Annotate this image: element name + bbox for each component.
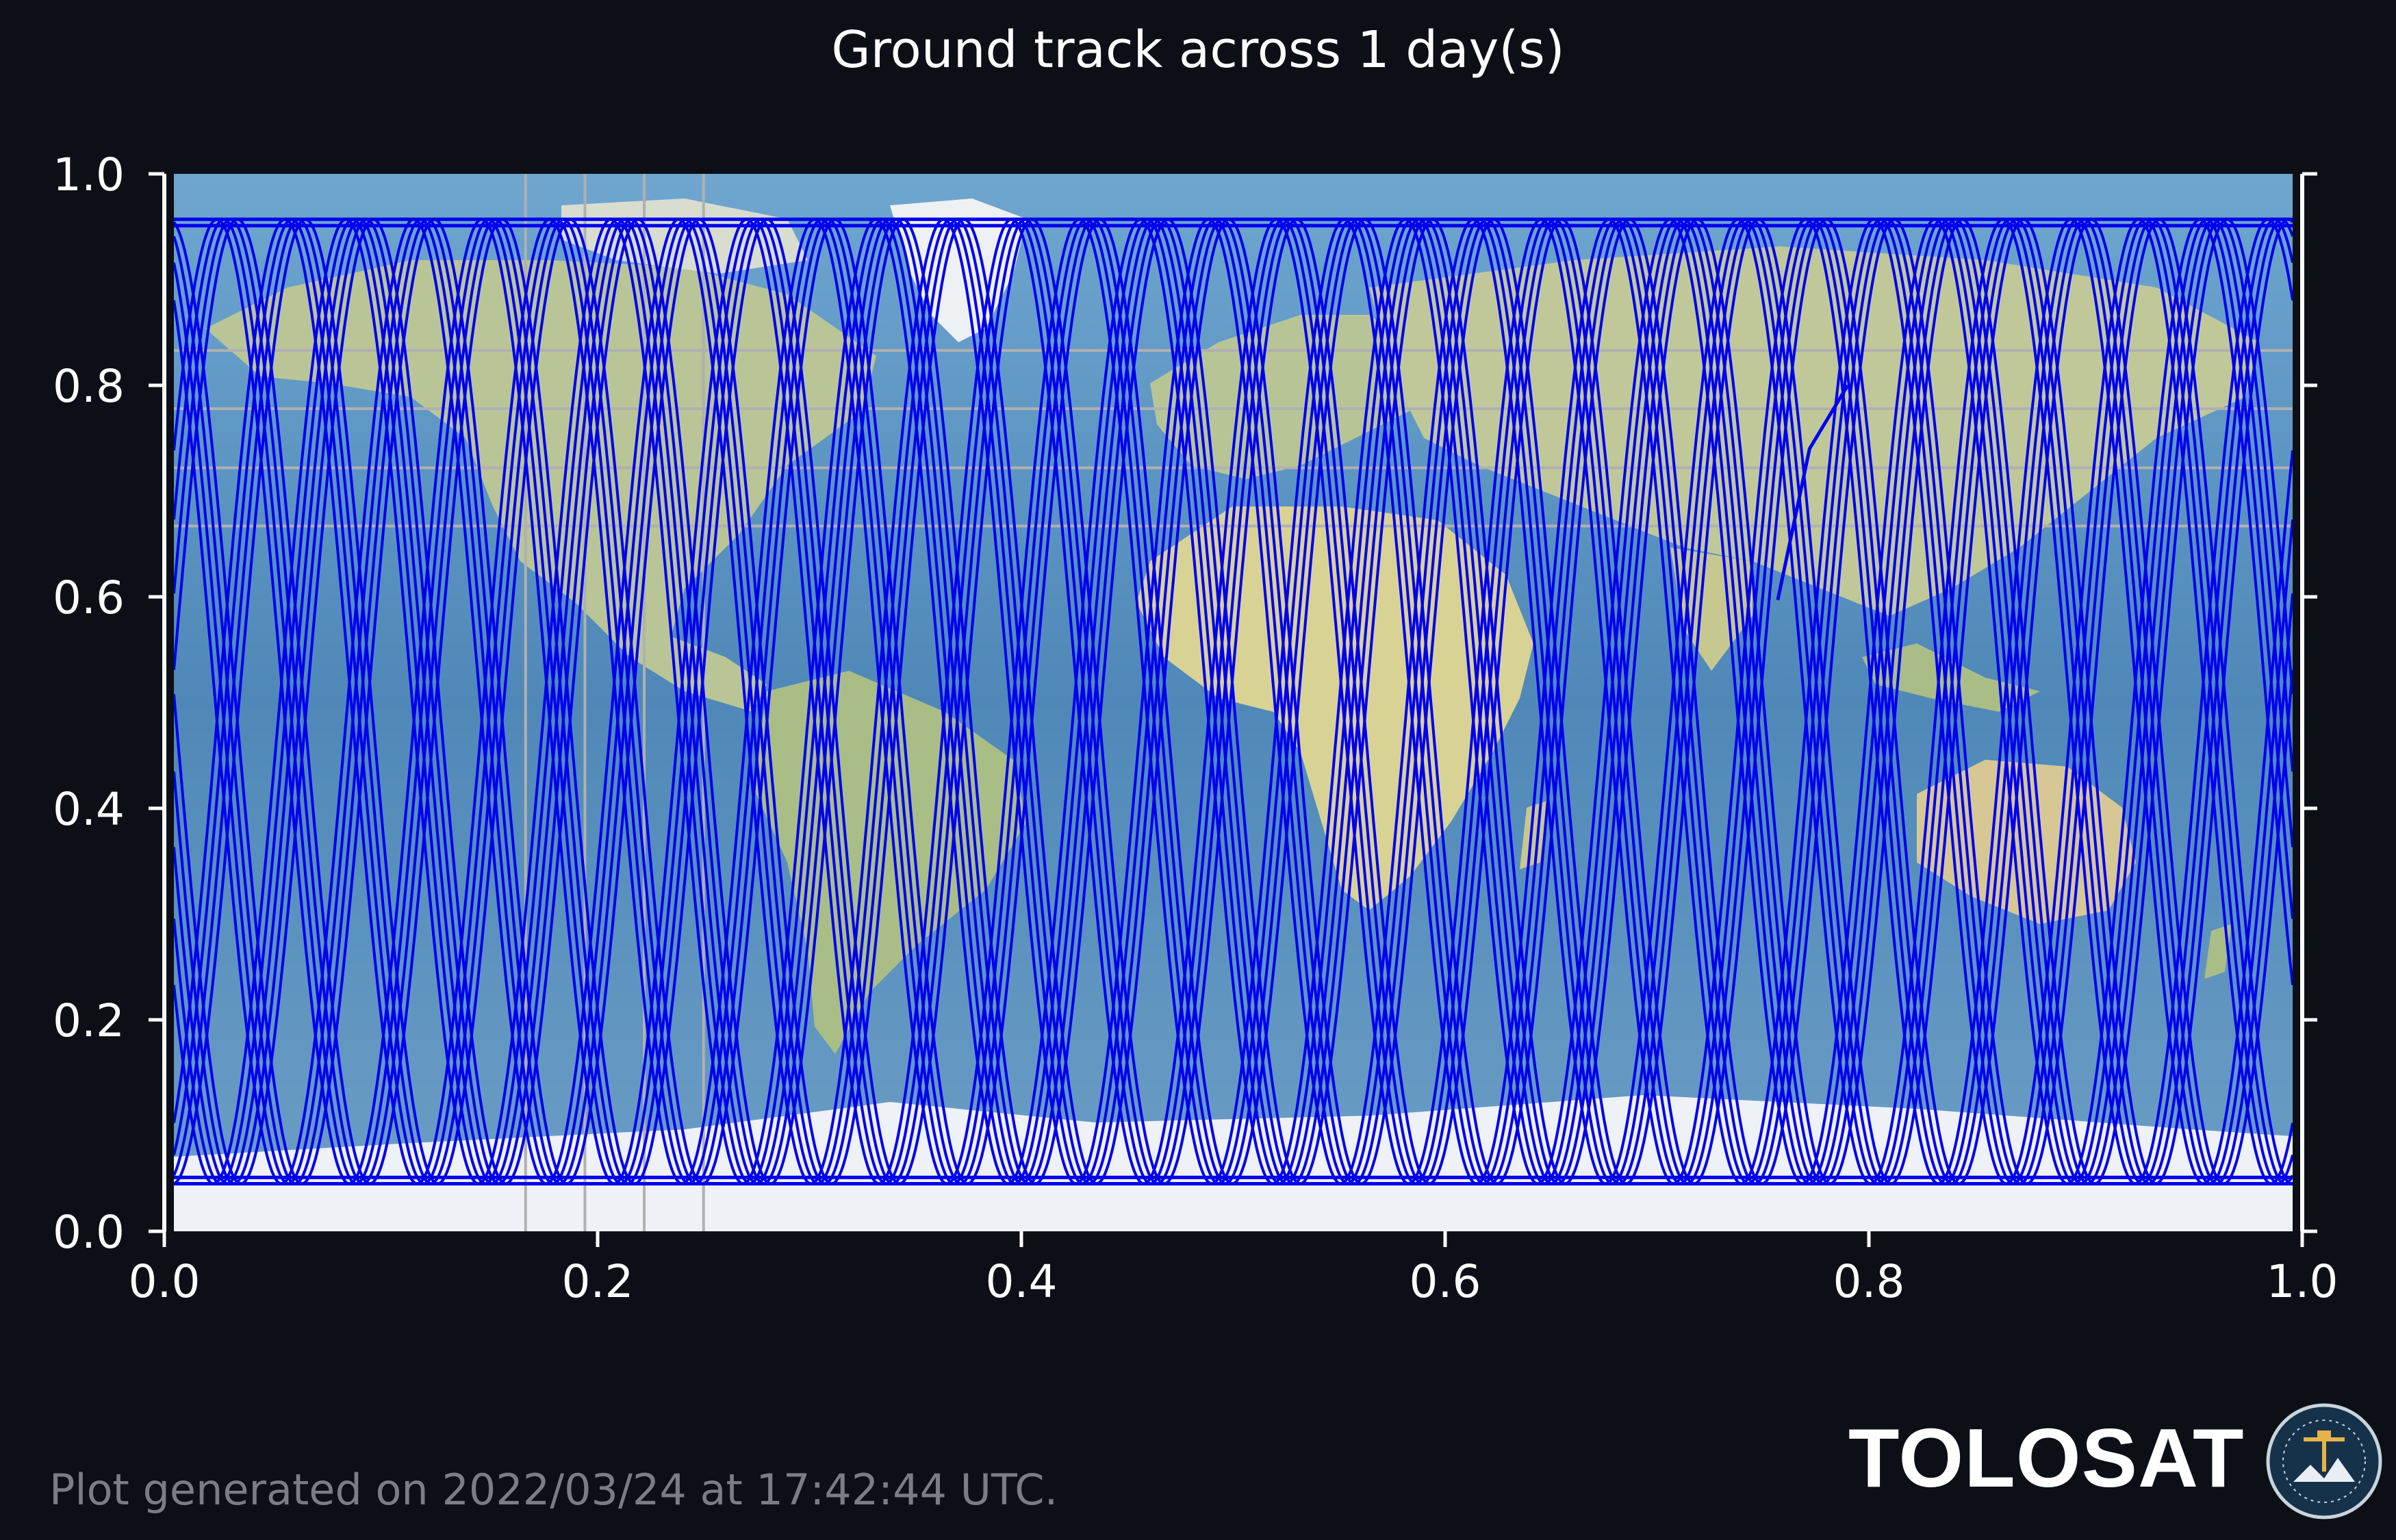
x-tick-label-3: 0.6 [1410,1255,1481,1308]
ground-track-end-segment [1776,384,1850,601]
ground-track-pass-8 [174,218,2293,1185]
x-tick-label-1: 0.2 [562,1255,634,1308]
ground-track-pass-1 [174,218,2293,1185]
ground-track-pass-10 [174,218,2293,1185]
generated-timestamp: Plot generated on 2022/03/24 at 17:42:44… [49,1465,1058,1515]
brand-name: TOLOSAT [1848,1411,2245,1504]
tolosat-seal [2266,1403,2382,1519]
ground-track-pass-5 [174,218,2293,1185]
y-tick-label-5: 1.0 [53,149,125,201]
europe [1150,315,1424,479]
y-tick-label-0: 0.0 [53,1206,125,1259]
x-tick-label-5: 1.0 [2267,1255,2338,1308]
new-zealand [2204,924,2232,979]
ground-track-pass-0 [174,218,2293,1185]
ground-track-pass-14 [174,218,2293,1185]
axes-spines [162,174,2304,1231]
ground-track-pass-3 [174,218,2293,1185]
ground-track-pass-13 [174,218,2293,1185]
chart-title: Ground track across 1 day(s) [831,21,1565,79]
ground-track-pass-7 [174,218,2293,1185]
ground-track [174,217,2293,1185]
ground-track-pass-12 [174,218,2293,1185]
ground-track-pass-16 [174,218,2293,1185]
south-america [753,671,1027,1054]
ground-track-pass-6 [174,218,2293,1185]
ground-track-pass-9 [174,218,2293,1185]
y-tick-label-1: 0.2 [53,994,125,1047]
y-axis: 0.0 0.2 0.4 0.6 0.8 1.0 [53,149,2317,1259]
y-tick-label-2: 0.4 [53,783,125,836]
x-tick-label-2: 0.4 [986,1255,1058,1308]
y-tick-label-4: 0.8 [53,360,125,413]
y-tick-label-3: 0.6 [53,572,125,624]
x-tick-label-0: 0.0 [129,1255,201,1308]
x-axis: 0.0 0.2 0.4 0.6 0.8 1.0 [129,1231,2338,1308]
x-tick-label-4: 0.8 [1833,1255,1905,1308]
ground-track-pass-11 [174,218,2293,1185]
